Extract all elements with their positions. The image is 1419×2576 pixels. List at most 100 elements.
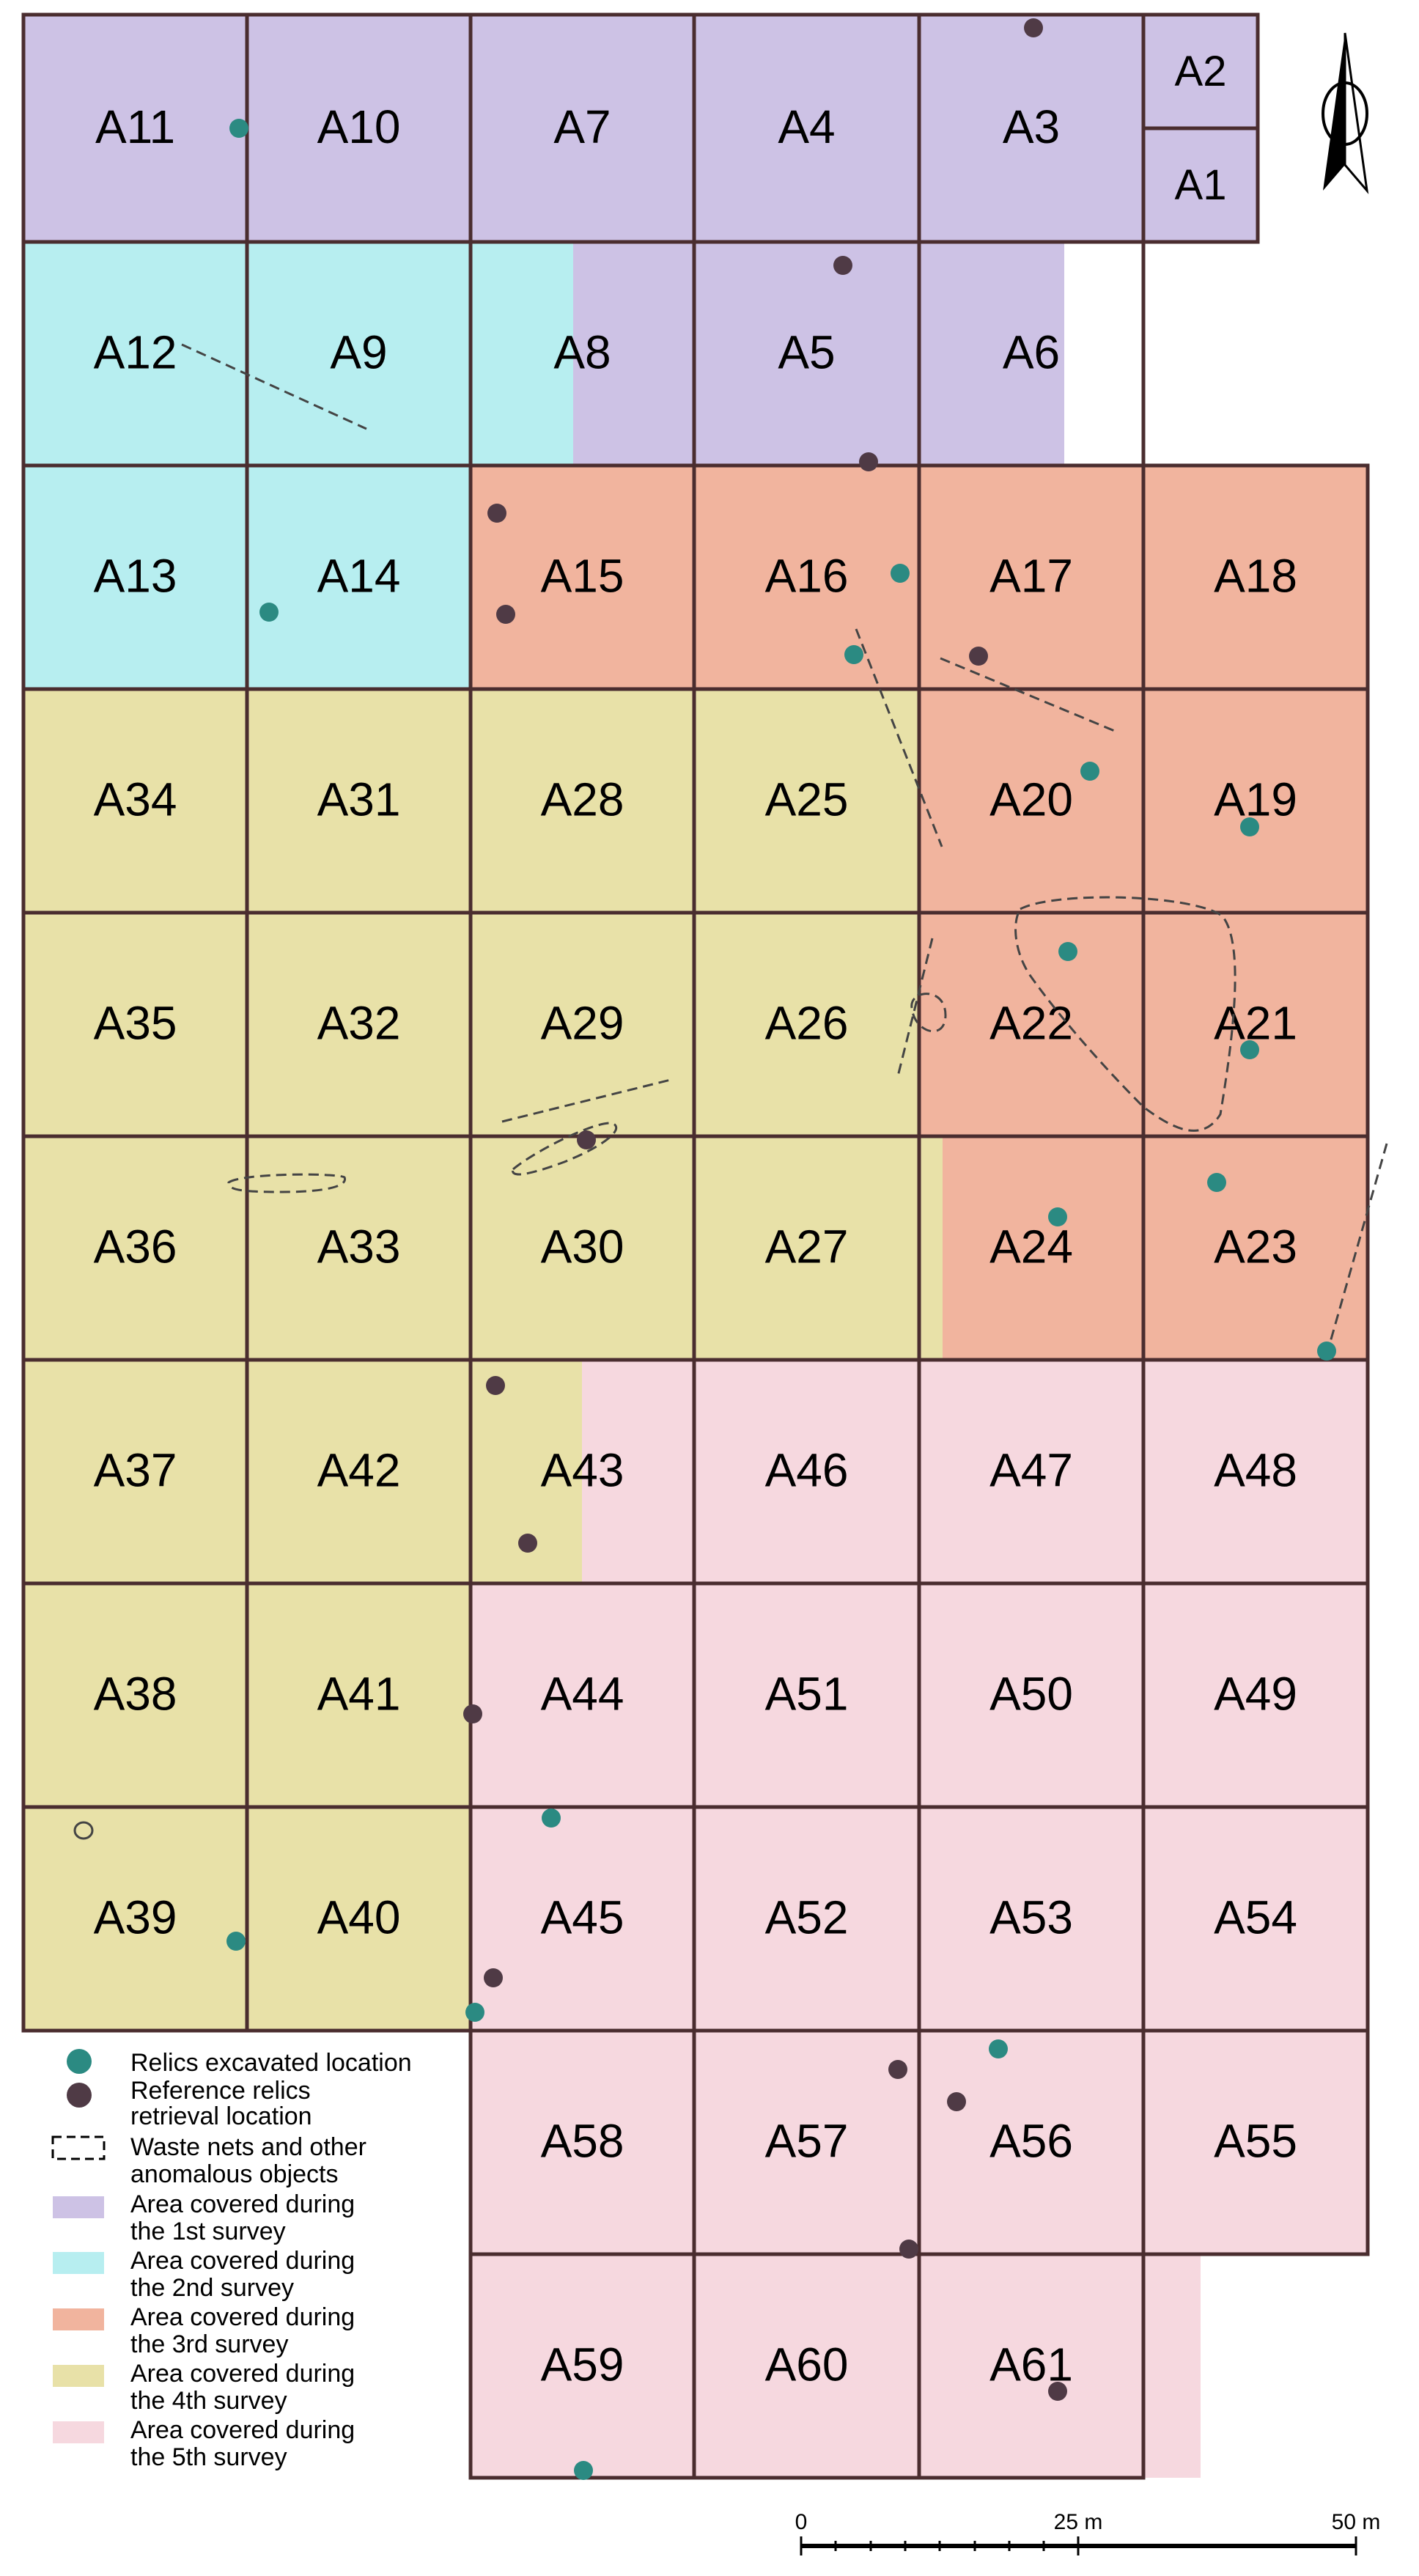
cell-label-A26: A26 bbox=[765, 997, 849, 1050]
uncovered-strip bbox=[1064, 242, 1143, 465]
cell-label-A6: A6 bbox=[1003, 326, 1060, 379]
reference-relic-marker bbox=[859, 452, 878, 471]
cell-label-A50: A50 bbox=[989, 1668, 1073, 1721]
waste-trace bbox=[512, 1122, 618, 1176]
cell-A57 bbox=[694, 2031, 919, 2254]
excavated-relic-marker bbox=[844, 645, 863, 664]
cell-A50 bbox=[919, 1583, 1143, 1807]
excavated-relic-marker bbox=[465, 2003, 484, 2022]
excavated-relic-marker bbox=[1048, 1207, 1067, 1226]
scale-label-25: 25 m bbox=[1054, 2510, 1103, 2534]
cell-A53 bbox=[919, 1807, 1143, 2031]
cell-label-A60: A60 bbox=[765, 2338, 849, 2391]
survey4-sliver bbox=[919, 1136, 943, 1360]
excavated-relic-marker bbox=[1080, 762, 1099, 781]
cell-label-A54: A54 bbox=[1214, 1891, 1297, 1944]
cell-label-A53: A53 bbox=[989, 1891, 1073, 1944]
cell-A26 bbox=[694, 913, 919, 1136]
cell-A52 bbox=[694, 1807, 919, 2031]
cell-label-A32: A32 bbox=[317, 997, 401, 1050]
cell-A28 bbox=[471, 689, 694, 913]
cell-A24 bbox=[919, 1136, 1143, 1360]
reference-relic-marker bbox=[1024, 18, 1043, 37]
cell-A60 bbox=[694, 2254, 919, 2478]
cell-label-A35: A35 bbox=[94, 997, 177, 1050]
survey5-sliver bbox=[1143, 2254, 1201, 2478]
cell-A45 bbox=[471, 1807, 694, 2031]
cell-A4 bbox=[694, 15, 919, 242]
waste-trace bbox=[181, 343, 367, 430]
cell-label-A13: A13 bbox=[94, 550, 177, 603]
legend-survey3-swatch bbox=[53, 2308, 104, 2330]
cell-label-A7: A7 bbox=[553, 100, 611, 153]
legend-waste-label-2: anomalous objects bbox=[130, 2160, 339, 2188]
survey-area-fills bbox=[23, 15, 1368, 2478]
legend-waste-label-1: Waste nets and other bbox=[130, 2133, 366, 2161]
waste-trace bbox=[855, 628, 943, 847]
legend-survey3-label-2: the 3rd survey bbox=[130, 2330, 288, 2358]
waste-trace bbox=[1014, 896, 1236, 1132]
cell-A32 bbox=[247, 913, 471, 1136]
reference-relic-marker bbox=[518, 1534, 537, 1553]
cell-label-A10: A10 bbox=[317, 100, 401, 153]
cell-label-A28: A28 bbox=[541, 773, 624, 826]
excavated-relics-markers bbox=[226, 119, 1336, 2480]
cell-label-A30: A30 bbox=[541, 1221, 624, 1273]
cell-label-A4: A4 bbox=[778, 100, 835, 153]
cell-A11 bbox=[23, 15, 247, 242]
cell-label-A38: A38 bbox=[94, 1668, 177, 1721]
reference-relic-marker bbox=[486, 1376, 505, 1395]
excavated-relic-marker bbox=[1240, 1040, 1259, 1059]
waste-trace bbox=[227, 1173, 346, 1193]
cell-label-A41: A41 bbox=[317, 1668, 401, 1721]
cell-label-A15: A15 bbox=[541, 550, 624, 603]
cell-label-A55: A55 bbox=[1214, 2115, 1297, 2168]
excavated-relic-marker bbox=[542, 1808, 561, 1828]
legend-excavated-swatch bbox=[67, 2049, 92, 2074]
cell-label-A24: A24 bbox=[989, 1221, 1073, 1273]
cell-A40 bbox=[247, 1807, 471, 2031]
excavated-relic-marker bbox=[1317, 1342, 1336, 1361]
cell-A56 bbox=[919, 2031, 1143, 2254]
excavated-relic-marker bbox=[1207, 1173, 1226, 1192]
cell-label-A36: A36 bbox=[94, 1221, 177, 1273]
cell-label-A34: A34 bbox=[94, 773, 177, 826]
grid-lines bbox=[21, 12, 1370, 2480]
cell-label-A23: A23 bbox=[1214, 1221, 1297, 1273]
cell-A46 bbox=[694, 1360, 919, 1583]
reference-relic-marker bbox=[487, 504, 506, 523]
cell-label-A12: A12 bbox=[94, 326, 177, 379]
cell-A30 bbox=[471, 1136, 694, 1360]
waste-net-traces bbox=[73, 343, 1388, 1840]
cell-A18 bbox=[1143, 465, 1368, 689]
reference-relic-marker bbox=[899, 2240, 918, 2259]
cell-A58 bbox=[471, 2031, 694, 2254]
cell-label-A9: A9 bbox=[330, 326, 387, 379]
cell-A2 bbox=[1143, 15, 1258, 128]
cell-label-A19: A19 bbox=[1214, 773, 1297, 826]
cell-A9 bbox=[247, 242, 471, 465]
cell-A5 bbox=[694, 242, 919, 465]
reference-relic-marker bbox=[496, 605, 515, 624]
cell-label-A46: A46 bbox=[765, 1444, 849, 1497]
excavated-relic-marker bbox=[1240, 817, 1259, 836]
waste-trace bbox=[910, 993, 947, 1033]
cell-label-A27: A27 bbox=[765, 1221, 849, 1273]
cell-A61 bbox=[919, 2254, 1143, 2478]
cell-A7 bbox=[471, 15, 694, 242]
legend-excavated-label: Relics excavated location bbox=[130, 2049, 412, 2077]
cell-A31 bbox=[247, 689, 471, 913]
legend-survey1-swatch bbox=[53, 2196, 104, 2218]
survey2-strip bbox=[471, 242, 573, 465]
cell-label-A48: A48 bbox=[1214, 1444, 1297, 1497]
reference-relics-markers bbox=[463, 18, 1067, 2401]
legend-survey1-label-1: Area covered during bbox=[130, 2190, 355, 2218]
cell-A37 bbox=[23, 1360, 247, 1583]
cell-A3 bbox=[919, 15, 1143, 242]
cell-A13 bbox=[23, 465, 247, 689]
cell-label-A22: A22 bbox=[989, 997, 1073, 1050]
scale-label-50: 50 m bbox=[1332, 2510, 1381, 2534]
cell-A16 bbox=[694, 465, 919, 689]
cell-label-A2: A2 bbox=[1175, 48, 1227, 95]
reference-relic-marker bbox=[577, 1130, 596, 1149]
